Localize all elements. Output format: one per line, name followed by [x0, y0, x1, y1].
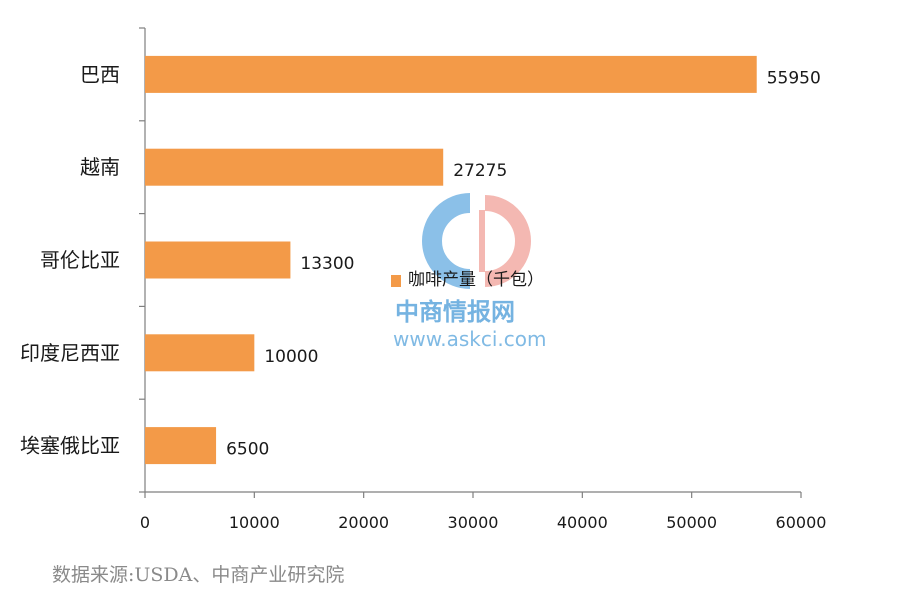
bar — [145, 334, 255, 372]
bar — [145, 55, 757, 93]
x-tick-label: 20000 — [338, 513, 389, 532]
data-label: 27275 — [453, 161, 507, 181]
category-label: 巴西 — [80, 62, 120, 86]
data-label: 10000 — [264, 347, 318, 367]
bar — [145, 427, 217, 465]
x-tick-label: 40000 — [557, 513, 608, 532]
legend: 咖啡产量（千包） — [391, 270, 544, 290]
category-label: 埃塞俄比亚 — [20, 434, 120, 458]
category-label: 印度尼西亚 — [20, 341, 120, 365]
watermark: 中商情报网 www.askci.com — [393, 193, 546, 351]
bars — [145, 55, 757, 465]
legend-label: 咖啡产量（千包） — [408, 270, 544, 290]
x-tick-label: 50000 — [666, 513, 717, 532]
bar — [145, 148, 444, 186]
x-tick-label: 0 — [140, 513, 150, 532]
x-tick-labels: 0 10000 20000 30000 40000 50000 60000 — [140, 513, 827, 532]
category-label: 哥伦比亚 — [40, 248, 120, 272]
watermark-logo-icon — [422, 193, 531, 289]
data-label: 6500 — [226, 440, 269, 460]
x-axis-ticks — [144, 492, 802, 498]
source-note: 数据来源:USDA、中商产业研究院 — [52, 564, 345, 586]
watermark-url: www.askci.com — [393, 327, 546, 351]
legend-swatch — [391, 275, 401, 287]
x-tick-label: 60000 — [776, 513, 827, 532]
category-label: 越南 — [80, 155, 120, 179]
y-axis-ticks — [139, 27, 145, 493]
x-tick-label: 30000 — [448, 513, 499, 532]
data-labels: 55950 27275 13300 10000 6500 — [226, 68, 821, 459]
x-tick-label: 10000 — [229, 513, 280, 532]
bar — [145, 241, 291, 279]
data-label: 13300 — [300, 254, 354, 274]
data-label: 55950 — [767, 68, 821, 88]
watermark-brand: 中商情报网 — [395, 298, 515, 326]
